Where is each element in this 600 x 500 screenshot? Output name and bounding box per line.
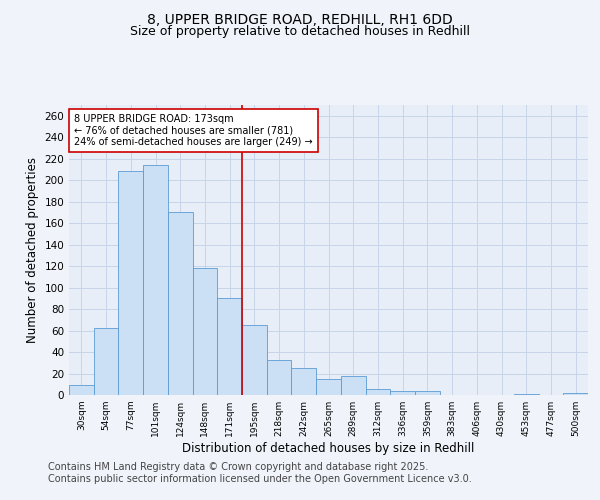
Bar: [94, 328, 118, 395]
Y-axis label: Number of detached properties: Number of detached properties: [26, 157, 39, 343]
Bar: [563, 393, 588, 395]
Bar: [168, 212, 193, 395]
Text: Contains public sector information licensed under the Open Government Licence v3: Contains public sector information licen…: [48, 474, 472, 484]
Bar: [69, 386, 94, 395]
Bar: [217, 298, 242, 395]
Bar: [514, 394, 539, 395]
Text: 8, UPPER BRIDGE ROAD, REDHILL, RH1 6DD: 8, UPPER BRIDGE ROAD, REDHILL, RH1 6DD: [147, 12, 453, 26]
Text: Size of property relative to detached houses in Redhill: Size of property relative to detached ho…: [130, 25, 470, 38]
Bar: [316, 379, 341, 395]
X-axis label: Distribution of detached houses by size in Redhill: Distribution of detached houses by size …: [182, 442, 475, 455]
Text: Contains HM Land Registry data © Crown copyright and database right 2025.: Contains HM Land Registry data © Crown c…: [48, 462, 428, 472]
Bar: [267, 360, 292, 395]
Bar: [365, 388, 390, 395]
Bar: [242, 325, 267, 395]
Bar: [390, 390, 415, 395]
Bar: [118, 170, 143, 395]
Text: 8 UPPER BRIDGE ROAD: 173sqm
← 76% of detached houses are smaller (781)
24% of se: 8 UPPER BRIDGE ROAD: 173sqm ← 76% of det…: [74, 114, 313, 147]
Bar: [292, 368, 316, 395]
Bar: [193, 268, 217, 395]
Bar: [415, 390, 440, 395]
Bar: [341, 376, 365, 395]
Bar: [143, 165, 168, 395]
